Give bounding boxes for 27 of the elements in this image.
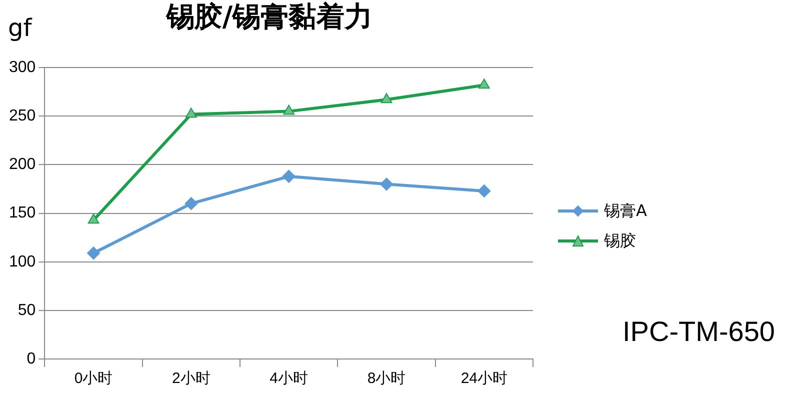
y-tick-label: 150	[8, 204, 36, 222]
point	[88, 214, 100, 224]
point	[478, 78, 490, 89]
point	[283, 104, 295, 115]
x-tick-label: 2小时	[172, 370, 210, 388]
x-tick-label: 0小时	[74, 370, 113, 388]
point	[282, 170, 296, 183]
y-tick-label: 250	[8, 108, 36, 125]
x-tick-label: 8小时	[367, 370, 406, 388]
x-tick-label: 4小时	[270, 370, 308, 388]
y-tick-label: 0	[26, 350, 36, 368]
point	[87, 246, 100, 260]
legend-label: 锡胶	[604, 230, 636, 252]
point	[380, 178, 394, 191]
y-tick-label: 50	[18, 302, 36, 319]
point	[185, 108, 197, 118]
text: IPC-TM-650	[622, 316, 775, 348]
chart-title: 锡胶/锡膏黏着力	[165, 0, 373, 34]
y-tick-label: 300	[8, 59, 36, 76]
x-tick-label: 24小时	[460, 370, 508, 388]
y-tick-label: 200	[8, 156, 36, 174]
point	[478, 184, 491, 198]
y-tick-label: 100	[8, 253, 36, 270]
point	[380, 93, 392, 104]
legend-label: 锡膏A	[604, 200, 647, 222]
point	[184, 197, 198, 210]
y-axis-title: gf	[8, 14, 32, 42]
